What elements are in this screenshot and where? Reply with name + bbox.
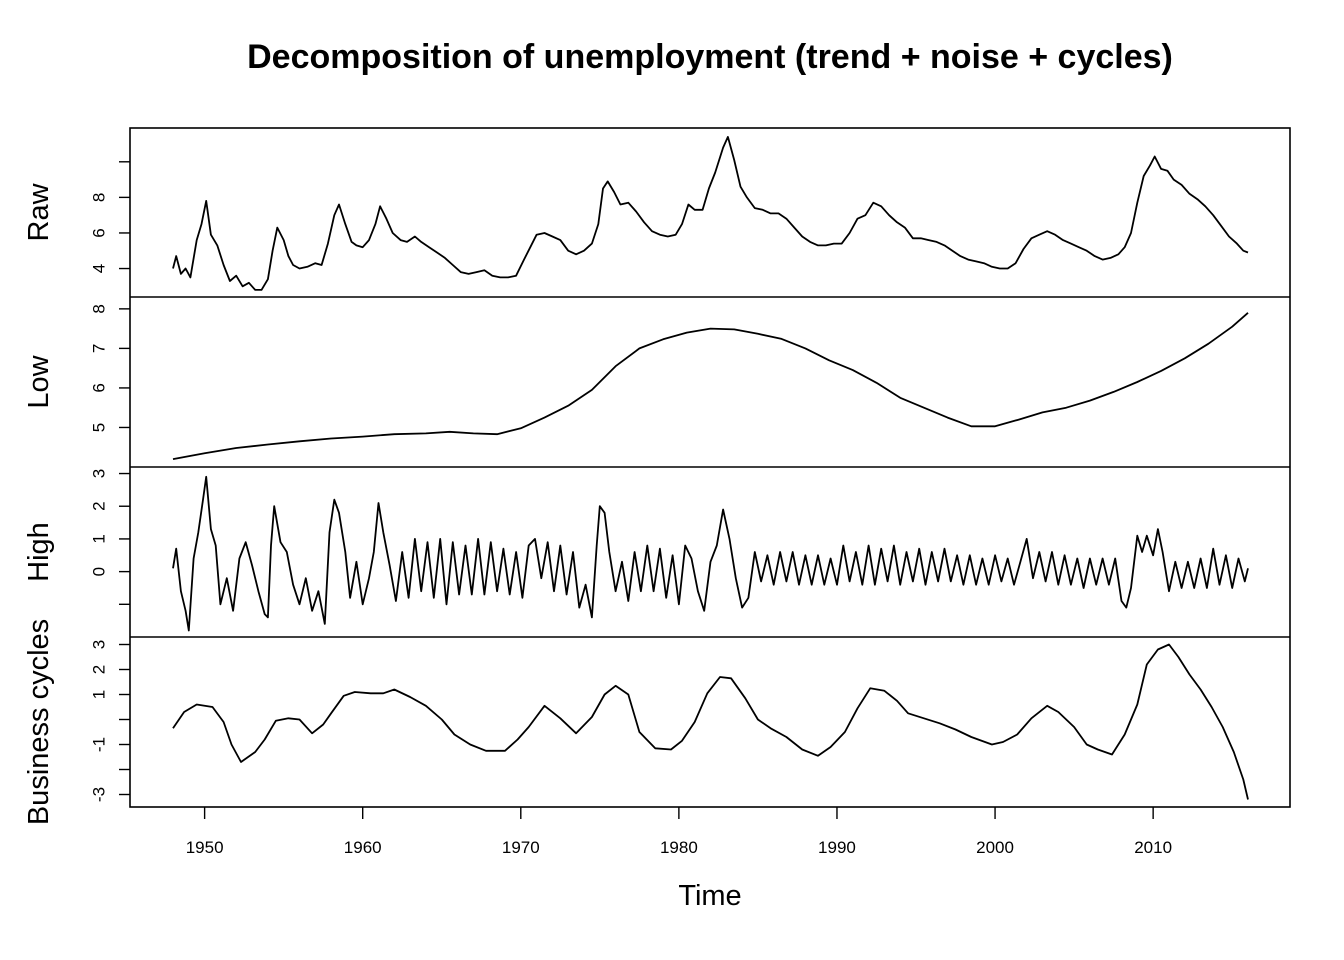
x-tick-label: 2000	[976, 838, 1014, 857]
y-tick-label: 2	[89, 665, 108, 674]
series-line-3	[172, 643, 1249, 800]
series-line-0	[172, 136, 1249, 291]
panel-label-2: High	[23, 522, 55, 582]
y-tick-label: 3	[89, 469, 108, 478]
x-axis-label: Time	[678, 880, 741, 912]
y-tick-label: 8	[89, 304, 108, 313]
series-line-1	[172, 312, 1249, 460]
y-tick-label: -1	[89, 737, 108, 752]
panel-1: 5 6 7 8 Low	[23, 304, 1249, 460]
x-tick-label: 1970	[502, 838, 540, 857]
y-tick-label: 7	[89, 344, 108, 353]
panel-2: 0 1 2 3 High	[23, 469, 1249, 632]
x-tick-label: 1980	[660, 838, 698, 857]
x-tick-label: 2010	[1134, 838, 1172, 857]
series-line-2	[172, 475, 1249, 632]
panel-label-1: Low	[23, 354, 55, 408]
y-tick-label: 1	[89, 690, 108, 699]
y-tick-label: 2	[89, 501, 108, 510]
panel-label-3: Business cycles	[23, 619, 55, 825]
x-axis: 1950 1960 1970 1980 1990 2000 2010	[186, 807, 1172, 857]
y-tick-label: 1	[89, 534, 108, 543]
x-tick-label: 1960	[344, 838, 382, 857]
chart-title: Decomposition of unemployment (trend + n…	[247, 38, 1173, 76]
y-tick-label: 5	[89, 423, 108, 432]
y-tick-label: 6	[89, 383, 108, 392]
panel-0: 4 6 8 Raw	[23, 136, 1249, 291]
y-tick-label: -3	[89, 787, 108, 802]
panel-3: -3 -1 1 2 3 Business cycles	[23, 619, 1249, 825]
y-tick-label: 4	[89, 264, 108, 273]
panel-label-0: Raw	[23, 182, 55, 241]
y-tick-label: 6	[89, 228, 108, 237]
y-tick-label: 8	[89, 193, 108, 202]
y-tick-label: 3	[89, 640, 108, 649]
x-tick-label: 1990	[818, 838, 856, 857]
panels: 4 6 8 Raw 5 6 7 8 Low 0 1 2 3 High -3 -1 1 2 3 Business cyc…	[23, 127, 1291, 825]
y-tick-label: 0	[89, 567, 108, 576]
x-tick-label: 1950	[186, 838, 224, 857]
